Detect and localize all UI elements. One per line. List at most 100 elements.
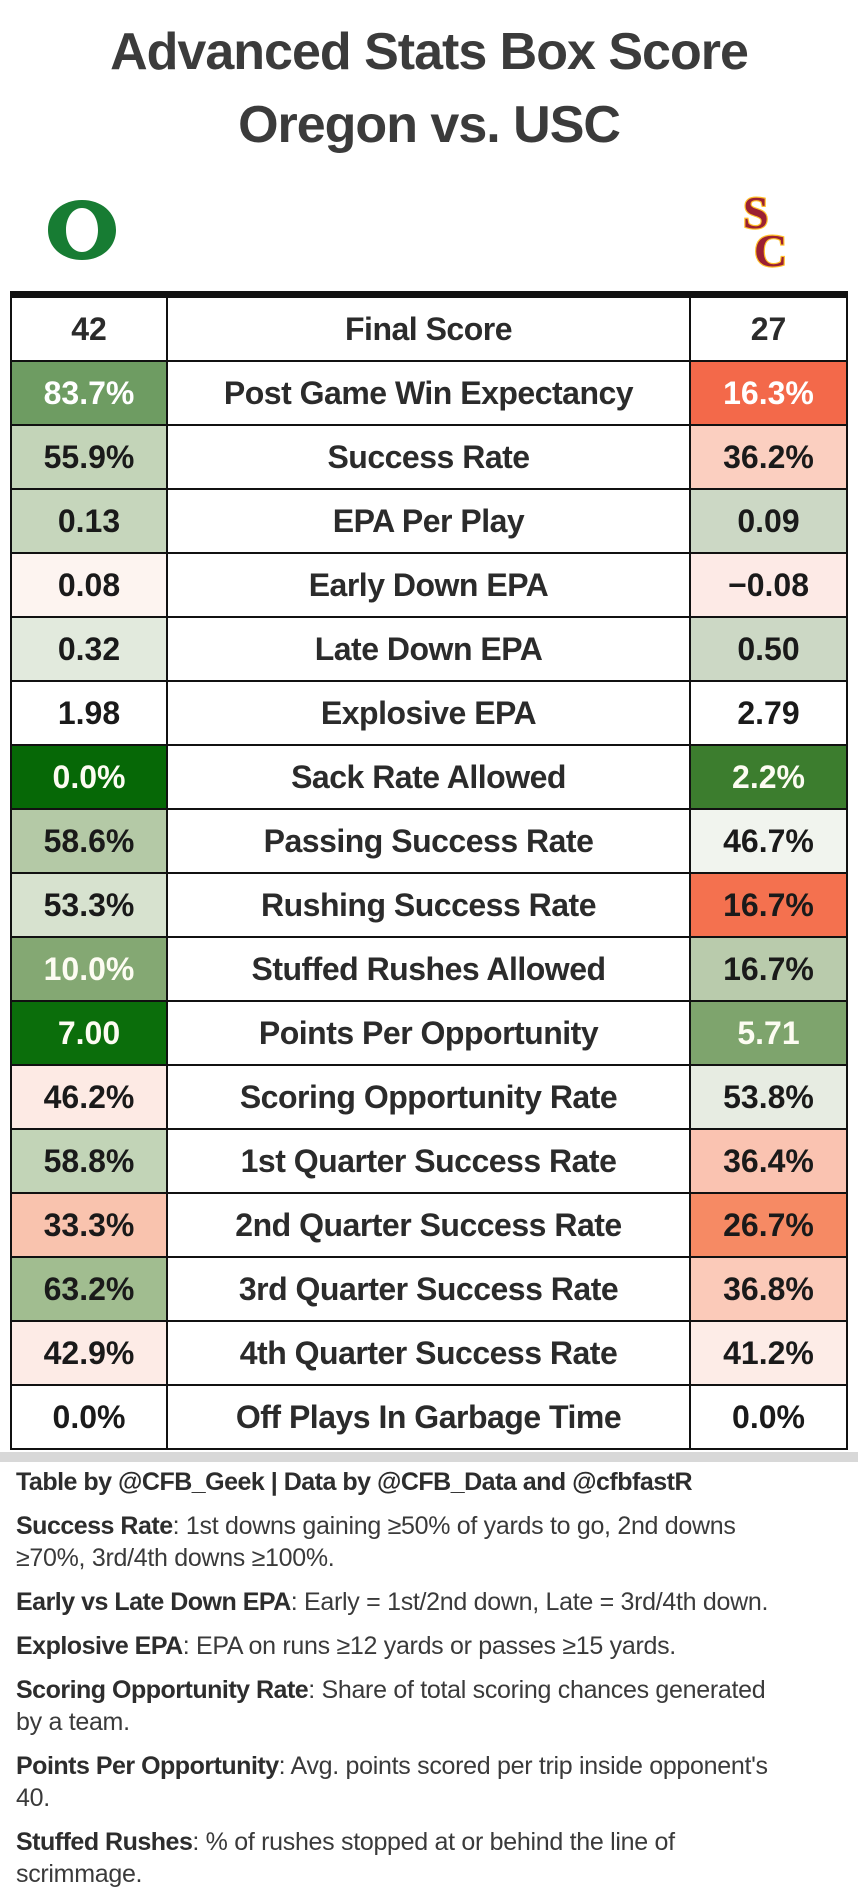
definition-text: : 1st downs gaining ≥50% of yards to go,…: [16, 1512, 736, 1572]
oregon-value-cell: 0.08: [12, 554, 168, 616]
usc-value-cell: −0.08: [689, 554, 846, 616]
definition-text: : % of rushes stopped at or behind the l…: [16, 1828, 675, 1888]
definition-success-rate: Success Rate: 1st downs gaining ≥50% of …: [16, 1510, 838, 1574]
oregon-value-cell: 33.3%: [12, 1194, 168, 1256]
definition-term: Stuffed Rushes: [16, 1828, 193, 1856]
stat-row: 33.3% 2nd Quarter Success Rate 26.7%: [12, 1194, 846, 1258]
oregon-value-cell: 53.3%: [12, 874, 168, 936]
usc-value-cell: 26.7%: [689, 1194, 846, 1256]
definition-text: : Early = 1st/2nd down, Late = 3rd/4th d…: [290, 1588, 769, 1616]
stat-row: 58.6% Passing Success Rate 46.7%: [12, 810, 846, 874]
usc-value-cell: 2.79: [689, 682, 846, 744]
stat-label-cell: Stuffed Rushes Allowed: [168, 938, 689, 1000]
usc-value-cell: 53.8%: [689, 1066, 846, 1128]
stat-label-cell: Success Rate: [168, 426, 689, 488]
definition-stuffed-rushes: Stuffed Rushes: % of rushes stopped at o…: [16, 1826, 838, 1890]
stat-label-cell: 1st Quarter Success Rate: [168, 1130, 689, 1192]
definition-term: Scoring Opportunity Rate: [16, 1676, 309, 1704]
stat-row: 42 Final Score 27: [12, 298, 846, 362]
definition-term: Explosive EPA: [16, 1632, 183, 1660]
stat-label-cell: 3rd Quarter Success Rate: [168, 1258, 689, 1320]
usc-value-cell: 41.2%: [689, 1322, 846, 1384]
stat-row: 42.9% 4th Quarter Success Rate 41.2%: [12, 1322, 846, 1386]
usc-value-cell: 0.09: [689, 490, 846, 552]
oregon-o-logo-icon: [46, 199, 118, 261]
oregon-value-cell: 0.0%: [12, 1386, 168, 1448]
definition-early-late-epa: Early vs Late Down EPA: Early = 1st/2nd …: [16, 1586, 838, 1618]
oregon-value-cell: 83.7%: [12, 362, 168, 424]
usc-value-cell: 36.2%: [689, 426, 846, 488]
definition-text: : EPA on runs ≥12 yards or passes ≥15 ya…: [182, 1632, 677, 1660]
stat-row: 1.98 Explosive EPA 2.79: [12, 682, 846, 746]
table-footer-divider: [0, 1452, 858, 1462]
usc-value-cell: 36.4%: [689, 1130, 846, 1192]
stat-row: 53.3% Rushing Success Rate 16.7%: [12, 874, 846, 938]
usc-value-cell: 16.7%: [689, 938, 846, 1000]
oregon-value-cell: 58.8%: [12, 1130, 168, 1192]
usc-value-cell: 46.7%: [689, 810, 846, 872]
usc-value-cell: 0.50: [689, 618, 846, 680]
stat-label-cell: Late Down EPA: [168, 618, 689, 680]
stat-label-cell: Rushing Success Rate: [168, 874, 689, 936]
stat-label-cell: 2nd Quarter Success Rate: [168, 1194, 689, 1256]
definition-scoring-opportunity: Scoring Opportunity Rate: Share of total…: [16, 1674, 838, 1738]
stat-row: 58.8% 1st Quarter Success Rate 36.4%: [12, 1130, 846, 1194]
stat-row: 10.0% Stuffed Rushes Allowed 16.7%: [12, 938, 846, 1002]
stat-label-cell: Early Down EPA: [168, 554, 689, 616]
stat-row: 0.0% Off Plays In Garbage Time 0.0%: [12, 1386, 846, 1448]
usc-value-cell: 27: [689, 298, 846, 360]
usc-value-cell: 0.0%: [689, 1386, 846, 1448]
svg-text:C: C: [754, 225, 787, 270]
definition-points-per-opportunity: Points Per Opportunity: Avg. points scor…: [16, 1750, 838, 1814]
stat-row: 0.0% Sack Rate Allowed 2.2%: [12, 746, 846, 810]
stat-label-cell: 4th Quarter Success Rate: [168, 1322, 689, 1384]
usc-value-cell: 16.7%: [689, 874, 846, 936]
stat-row: 0.32 Late Down EPA 0.50: [12, 618, 846, 682]
stat-row: 0.13 EPA Per Play 0.09: [12, 490, 846, 554]
usc-value-cell: 36.8%: [689, 1258, 846, 1320]
page-subtitle: Oregon vs. USC: [238, 96, 621, 154]
definition-text: : Share of total scoring chances generat…: [16, 1676, 766, 1736]
oregon-value-cell: 0.0%: [12, 746, 168, 808]
advanced-stats-table: 42 Final Score 27 83.7% Post Game Win Expect…: [10, 291, 848, 1450]
stat-row: 0.08 Early Down EPA −0.08: [12, 554, 846, 618]
usc-sc-logo-icon: S C: [740, 186, 794, 277]
usc-value-cell: 16.3%: [689, 362, 846, 424]
stat-label-cell: Explosive EPA: [168, 682, 689, 744]
oregon-value-cell: 46.2%: [12, 1066, 168, 1128]
stat-row: 63.2% 3rd Quarter Success Rate 36.8%: [12, 1258, 846, 1322]
stat-label-cell: Post Game Win Expectancy: [168, 362, 689, 424]
stat-label-cell: Off Plays In Garbage Time: [168, 1386, 689, 1448]
oregon-value-cell: 0.13: [12, 490, 168, 552]
oregon-value-cell: 7.00: [12, 1002, 168, 1064]
oregon-value-cell: 42: [12, 298, 168, 360]
usc-value-cell: 2.2%: [689, 746, 846, 808]
stat-label-cell: Scoring Opportunity Rate: [168, 1066, 689, 1128]
footnotes: Table by @CFB_Geek | Data by @CFB_Data a…: [16, 1466, 838, 1902]
stat-row: 83.7% Post Game Win Expectancy 16.3%: [12, 362, 846, 426]
oregon-value-cell: 58.6%: [12, 810, 168, 872]
stat-row: 55.9% Success Rate 36.2%: [12, 426, 846, 490]
oregon-value-cell: 55.9%: [12, 426, 168, 488]
definition-term: Success Rate: [16, 1512, 173, 1540]
stat-row: 7.00 Points Per Opportunity 5.71: [12, 1002, 846, 1066]
stat-label-cell: Points Per Opportunity: [168, 1002, 689, 1064]
definition-term: Early vs Late Down EPA: [16, 1588, 291, 1616]
source-note: Table by @CFB_Geek | Data by @CFB_Data a…: [16, 1468, 693, 1496]
stat-label-cell: Final Score: [168, 298, 689, 360]
oregon-value-cell: 10.0%: [12, 938, 168, 1000]
definition-term: Points Per Opportunity: [16, 1752, 279, 1780]
oregon-value-cell: 0.32: [12, 618, 168, 680]
usc-value-cell: 5.71: [689, 1002, 846, 1064]
oregon-value-cell: 63.2%: [12, 1258, 168, 1320]
oregon-value-cell: 42.9%: [12, 1322, 168, 1384]
stat-label-cell: EPA Per Play: [168, 490, 689, 552]
stat-label-cell: Passing Success Rate: [168, 810, 689, 872]
definition-explosive-epa: Explosive EPA: EPA on runs ≥12 yards or …: [16, 1630, 838, 1662]
page-title: Advanced Stats Box Score: [110, 23, 749, 81]
stat-row: 46.2% Scoring Opportunity Rate 53.8%: [12, 1066, 846, 1130]
oregon-value-cell: 1.98: [12, 682, 168, 744]
stat-label-cell: Sack Rate Allowed: [168, 746, 689, 808]
definition-text: : Avg. points scored per trip inside opp…: [16, 1752, 768, 1812]
svg-text:S: S: [743, 190, 769, 238]
